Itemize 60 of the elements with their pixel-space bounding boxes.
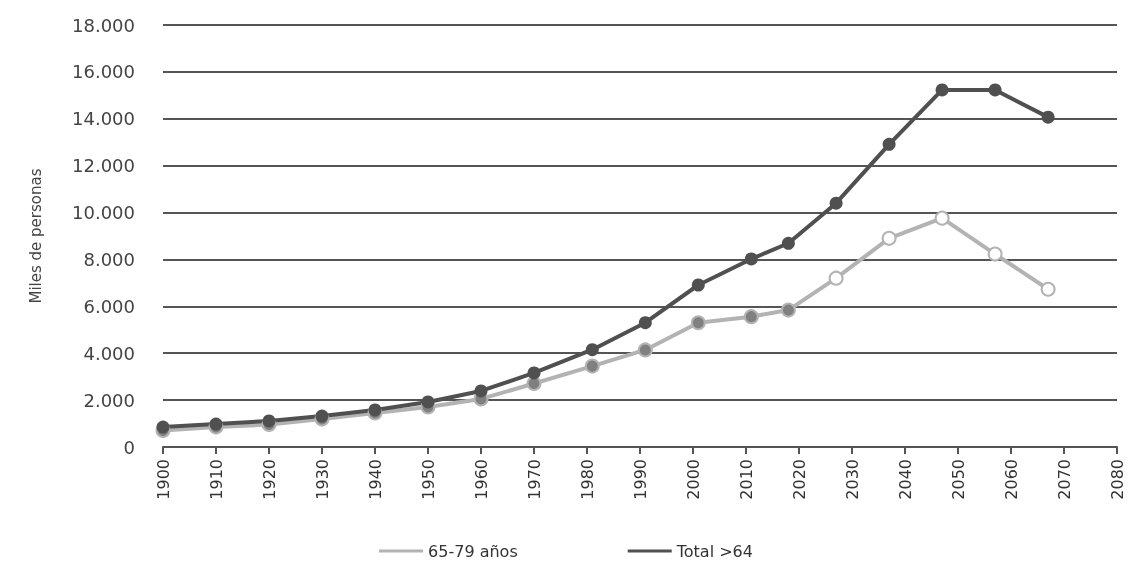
x-tick-label: 2080 [1107, 459, 1127, 500]
x-tick-label: 2070 [1054, 459, 1074, 500]
x-tick-label: 1930 [312, 459, 332, 500]
point [638, 316, 652, 330]
x-tick-label: 2040 [895, 459, 915, 500]
y-tick-label: 10.000 [72, 202, 135, 224]
point [829, 196, 843, 210]
point [209, 417, 223, 431]
point [988, 83, 1002, 97]
x-tick-label: 1970 [524, 459, 544, 500]
point [1040, 281, 1056, 297]
x-tick-label: 1920 [259, 459, 279, 500]
point [935, 83, 949, 97]
point [262, 414, 276, 428]
point [780, 302, 796, 318]
x-tick-label: 2050 [948, 459, 968, 500]
y-tick-label: 4.000 [83, 342, 135, 364]
point [691, 278, 705, 292]
point [1041, 110, 1055, 124]
x-tick-label: 1990 [630, 459, 650, 500]
x-tick-label: 1980 [577, 459, 597, 500]
point [315, 409, 329, 423]
x-tick-label: 1940 [365, 459, 385, 500]
legend-label: 65-79 años [428, 541, 518, 561]
point [743, 309, 759, 325]
point [744, 252, 758, 266]
point [527, 366, 541, 380]
point [368, 403, 382, 417]
x-tick-label: 2010 [736, 459, 756, 500]
x-tick-label: 1910 [206, 459, 226, 500]
point [637, 342, 653, 358]
x-tick-label: 2060 [1001, 459, 1021, 500]
point [690, 315, 706, 331]
point [934, 210, 950, 226]
y-axis-title: Miles de personas [26, 168, 45, 304]
point [585, 343, 599, 357]
x-tick-label: 1900 [153, 459, 173, 500]
point [474, 384, 488, 398]
point [781, 236, 795, 250]
y-tick-label: 14.000 [72, 108, 135, 130]
x-tick-label: 1950 [418, 459, 438, 500]
point [421, 395, 435, 409]
y-tick-label: 8.000 [83, 248, 135, 270]
x-tick-label: 2000 [683, 459, 703, 500]
y-tick-label: 16.000 [72, 61, 135, 83]
y-tick-label: 6.000 [83, 295, 135, 317]
y-tick-label: 12.000 [72, 155, 135, 177]
legend-label: Total >64 [675, 541, 753, 561]
y-tick-label: 0 [123, 436, 135, 458]
x-tick-label: 2030 [842, 459, 862, 500]
point [882, 137, 896, 151]
x-tick-label: 1960 [471, 459, 491, 500]
point [987, 246, 1003, 262]
y-tick-label: 2.000 [83, 389, 135, 411]
point [156, 420, 170, 434]
point [584, 358, 600, 374]
y-tick-label: 18.000 [72, 14, 135, 36]
point [828, 270, 844, 286]
point [881, 230, 897, 246]
x-tick-label: 2020 [789, 459, 809, 500]
